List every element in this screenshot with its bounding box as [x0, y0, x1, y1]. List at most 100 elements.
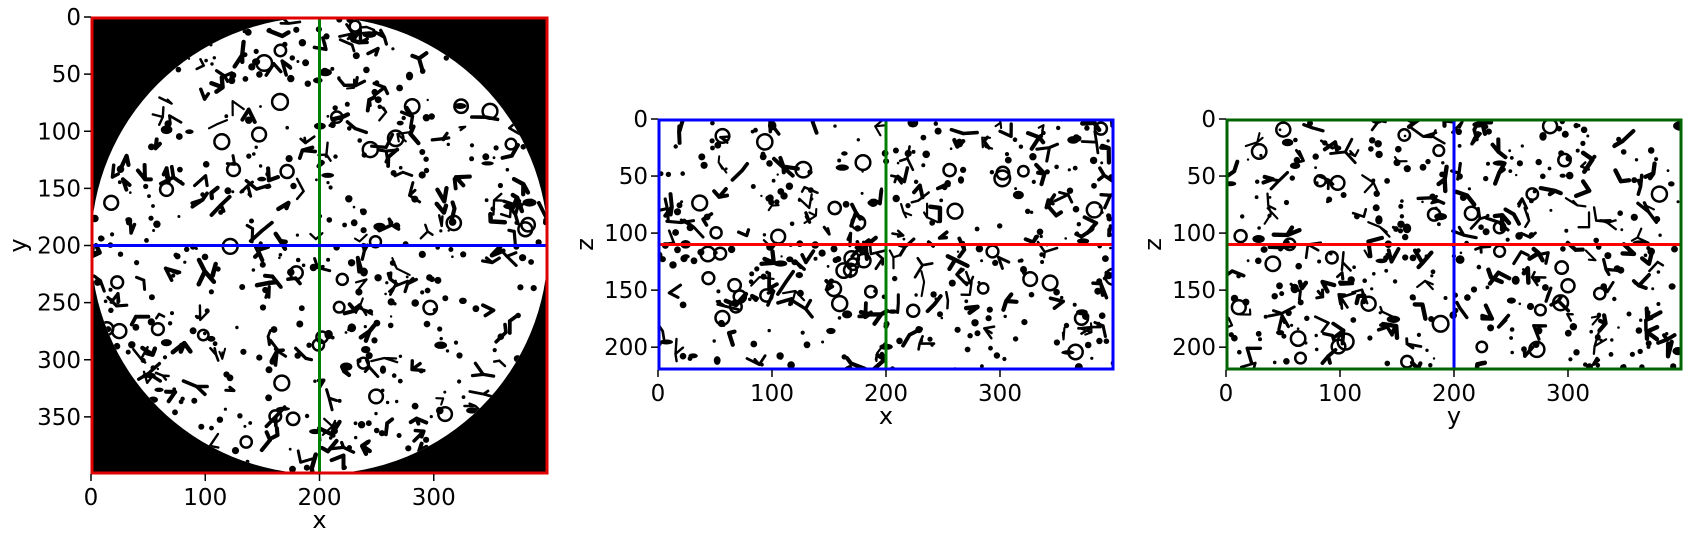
- pore: [1436, 164, 1449, 194]
- pore: [1090, 356, 1094, 360]
- pore: [318, 68, 332, 77]
- pore: [1656, 270, 1661, 274]
- pore: [1352, 265, 1356, 270]
- pore: [469, 143, 475, 148]
- pore: [520, 144, 527, 150]
- pore: [505, 167, 510, 172]
- pore: [1244, 132, 1264, 148]
- pore: [1384, 268, 1389, 273]
- pore: [1575, 148, 1580, 153]
- pore: [868, 198, 878, 207]
- pore: [344, 331, 348, 334]
- pore: [298, 39, 307, 47]
- pore: [435, 397, 445, 406]
- pore: [1096, 278, 1103, 285]
- pore: [298, 305, 305, 312]
- pore: [1056, 125, 1061, 131]
- pore: [896, 161, 900, 165]
- pore: [530, 285, 537, 292]
- pore: [150, 321, 166, 337]
- pore: [1557, 152, 1572, 168]
- pore: [1533, 303, 1547, 317]
- pore: [378, 430, 386, 437]
- pore: [373, 427, 380, 434]
- pore: [1568, 357, 1573, 362]
- pore: [768, 120, 781, 136]
- pore: [352, 52, 360, 60]
- y-tick-label: 300: [37, 348, 81, 374]
- y-tick-label: 150: [37, 176, 81, 202]
- pore: [295, 257, 301, 263]
- pore: [1004, 156, 1012, 164]
- pore: [962, 270, 975, 285]
- pore: [1399, 214, 1405, 219]
- pore: [1375, 150, 1383, 159]
- pore: [148, 215, 154, 221]
- pore: [1061, 326, 1066, 341]
- pore: [356, 358, 362, 364]
- pore: [1039, 234, 1043, 239]
- pore: [1431, 314, 1450, 333]
- pore: [1060, 295, 1064, 300]
- x-axis-label: y: [1447, 402, 1461, 430]
- pore: [132, 323, 140, 331]
- pore: [1012, 336, 1019, 342]
- pore: [1053, 190, 1074, 204]
- pore: [273, 43, 288, 58]
- pore: [754, 266, 760, 272]
- pore: [365, 95, 377, 113]
- pore: [913, 179, 919, 184]
- pore: [103, 299, 108, 304]
- pore: [355, 288, 363, 296]
- pore: [766, 160, 773, 167]
- pore: [231, 100, 245, 117]
- pore: [727, 245, 736, 254]
- image-xz: [658, 119, 1114, 370]
- pore: [135, 275, 147, 291]
- pore: [1317, 259, 1322, 264]
- pore: [1367, 221, 1391, 238]
- pore: [535, 239, 542, 246]
- pore: [1594, 334, 1601, 341]
- y-axis-label: z: [571, 238, 599, 251]
- pore: [256, 354, 263, 361]
- pore: [1263, 207, 1279, 225]
- pore: [1518, 302, 1522, 306]
- pore: [270, 326, 278, 333]
- pore: [709, 138, 715, 144]
- pore: [287, 74, 295, 83]
- pore: [842, 200, 850, 208]
- pore: [321, 172, 335, 178]
- pore: [843, 250, 861, 267]
- pore: [453, 103, 467, 109]
- pore: [363, 66, 370, 74]
- pore: [428, 113, 435, 120]
- pore: [1425, 348, 1429, 352]
- pore: [1053, 339, 1060, 346]
- pore: [185, 129, 194, 134]
- pore: [905, 303, 921, 319]
- pore: [345, 120, 369, 135]
- pore: [667, 283, 683, 299]
- pore: [1668, 181, 1675, 187]
- pore: [358, 297, 374, 316]
- pore: [170, 311, 174, 316]
- pore: [387, 298, 395, 306]
- pore: [452, 175, 462, 191]
- pore: [265, 366, 273, 374]
- pore: [171, 273, 176, 278]
- pore: [776, 297, 794, 307]
- y-tick-label: 0: [66, 5, 81, 31]
- pore: [1650, 185, 1669, 203]
- pore: [208, 289, 214, 295]
- pore: [354, 75, 367, 88]
- pore: [1425, 158, 1431, 165]
- pore: [110, 232, 115, 237]
- pore: [148, 294, 155, 301]
- pore: [1394, 227, 1399, 232]
- pore: [748, 297, 752, 302]
- pore: [1599, 338, 1603, 342]
- axes: 0 100 200 300 0 50 100 150 200: [1172, 107, 1590, 407]
- pore: [1397, 228, 1404, 234]
